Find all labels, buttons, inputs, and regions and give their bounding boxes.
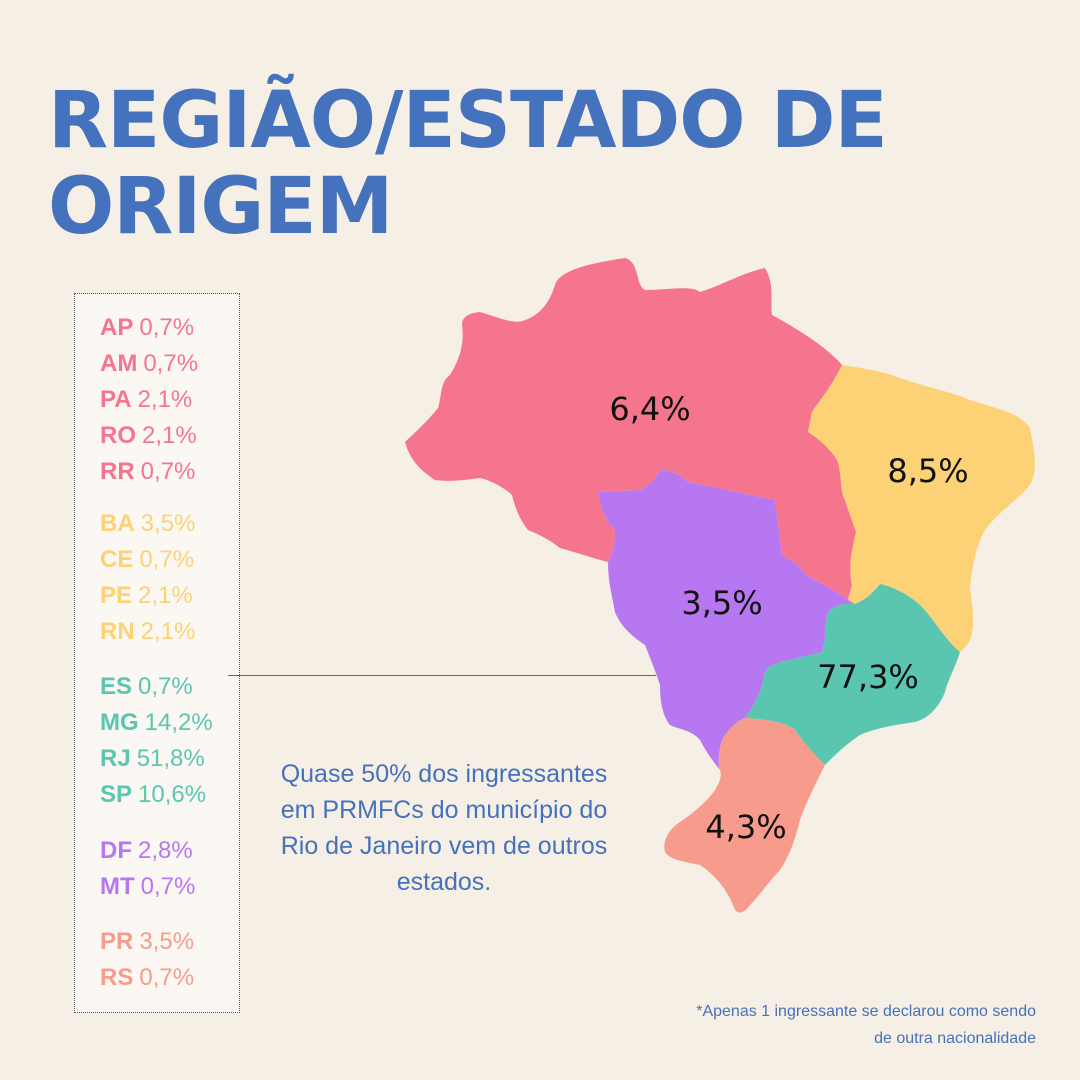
page-title-line-2: ORIGEM <box>48 162 393 252</box>
legend-item-ce: CE 0,7% <box>100 546 195 573</box>
legend-item-rj: RJ 51,8% <box>100 745 205 772</box>
legend-group-centro-oeste: DF 2,8% MT 0,7% <box>100 833 195 905</box>
legend-item-ap: AP 0,7% <box>100 314 195 341</box>
footnote-line-2: de outra nacionalidade <box>874 1030 1036 1047</box>
legend-group-norte: AP 0,7% AM 0,7% PA 2,1% RO 2,1% RR 0,7% <box>100 310 198 490</box>
legend-item-mg: MG 14,2% <box>100 709 213 736</box>
legend-group-sudeste: ES 0,7% MG 14,2% RJ 51,8% SP 10,6% <box>100 669 213 813</box>
legend-item-pa: PA 2,1% <box>100 386 193 413</box>
legend-group-nordeste: BA 3,5% CE 0,7% PE 2,1% RN 2,1% <box>100 506 195 650</box>
label-nordeste: 8,5% <box>887 452 968 490</box>
legend-item-ro: RO 2,1% <box>100 422 197 449</box>
label-centro-oeste: 3,5% <box>681 584 762 622</box>
state-legend: AP 0,7% AM 0,7% PA 2,1% RO 2,1% RR 0,7% BA 3,5… <box>74 293 240 1013</box>
legend-item-pr: PR 3,5% <box>100 928 195 955</box>
connector-line <box>228 675 656 676</box>
legend-item-es: ES 0,7% <box>100 673 193 700</box>
legend-item-rn: RN 2,1% <box>100 618 196 645</box>
page-title-line-1: REGIÃO/ESTADO DE <box>48 76 888 166</box>
legend-item-am: AM 0,7% <box>100 350 199 377</box>
label-sul: 4,3% <box>705 808 786 846</box>
region-sudeste <box>745 584 960 765</box>
region-norte <box>405 258 856 600</box>
legend-item-sp: SP 10,6% <box>100 781 207 808</box>
legend-item-rr: RR 0,7% <box>100 458 196 485</box>
footnote: *Apenas 1 ingressante se declarou como s… <box>696 998 1036 1052</box>
region-centro-oeste <box>598 470 855 770</box>
label-norte: 6,4% <box>609 390 690 428</box>
footnote-line-1: *Apenas 1 ingressante se declarou como s… <box>696 1003 1036 1020</box>
legend-item-df: DF 2,8% <box>100 837 193 864</box>
page-title: REGIÃO/ESTADO DE ORIGEM <box>48 76 888 252</box>
region-sul <box>664 718 825 913</box>
region-nordeste <box>808 365 1035 652</box>
legend-item-pe: PE 2,1% <box>100 582 193 609</box>
legend-item-mt: MT 0,7% <box>100 873 196 900</box>
legend-group-sul: PR 3,5% RS 0,7% <box>100 924 194 996</box>
highlight-note: Quase 50% dos ingressantes em PRMFCs do … <box>280 760 608 896</box>
legend-item-rs: RS 0,7% <box>100 964 195 991</box>
legend-item-ba: BA 3,5% <box>100 510 196 537</box>
label-sudeste: 77,3% <box>817 658 919 696</box>
